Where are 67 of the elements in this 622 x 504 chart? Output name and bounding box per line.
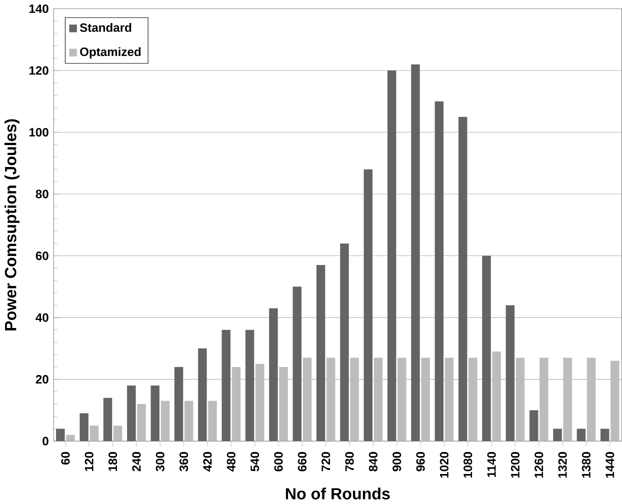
bar: [113, 426, 122, 442]
bar: [387, 70, 396, 442]
bar: [576, 428, 586, 442]
bar: [553, 428, 562, 442]
y-tick-label: 60: [36, 252, 48, 260]
bar: [340, 243, 349, 442]
y-tick-label: 120: [29, 66, 48, 75]
bar: [292, 286, 302, 442]
x-tick-label: 900: [392, 452, 402, 472]
bar: [434, 101, 444, 442]
legend-label: Optamized: [80, 47, 141, 59]
bar: [184, 400, 194, 442]
bar: [208, 400, 217, 442]
bar: [600, 428, 610, 442]
y-tick-label: 40: [36, 313, 48, 322]
x-tick-label: 1320: [558, 452, 567, 478]
x-tick-label: 780: [345, 452, 354, 472]
x-tick-label: 1200: [510, 452, 520, 478]
y-tick-label: 140: [29, 4, 48, 14]
x-axis-title: No of Rounds: [286, 488, 390, 500]
x-tick-label: 1080: [464, 452, 472, 478]
x-tick-label: 180: [108, 452, 118, 471]
bar: [66, 434, 75, 442]
x-tick-label: 240: [132, 452, 141, 472]
bar: [103, 398, 112, 442]
x-tick-label: 1020: [440, 452, 448, 478]
y-tick-label: 0: [42, 436, 48, 446]
bar: [174, 366, 184, 442]
y-tick-label: 100: [29, 128, 48, 137]
x-tick-label: 840: [368, 452, 378, 472]
x-tick-label: 540: [250, 452, 260, 472]
bar: [137, 404, 146, 442]
legend-label: Standard: [80, 23, 132, 32]
bar: [222, 330, 230, 442]
x-tick-label: 1140: [487, 452, 496, 478]
y-tick-label: 20: [36, 375, 48, 384]
bar: [506, 305, 515, 442]
x-tick-label: 60: [61, 452, 70, 465]
x-tick-label: 600: [274, 452, 283, 472]
bar: [90, 426, 99, 442]
y-tick-label: 80: [36, 190, 48, 198]
bar: [529, 410, 538, 442]
bar: [160, 400, 170, 442]
x-tick-label: 1260: [534, 452, 544, 478]
bar: [198, 348, 207, 442]
bar: [127, 386, 136, 442]
bar: [150, 386, 160, 442]
x-tick-label: 360: [180, 452, 188, 472]
bar: [56, 428, 65, 442]
x-tick-label: 420: [203, 452, 212, 472]
bar: [411, 64, 420, 442]
bar: [316, 265, 326, 442]
x-tick-label: 120: [84, 452, 94, 471]
x-tick-label: 720: [322, 452, 330, 472]
y-axis-title: Power Comsuption (Joules): [4, 119, 20, 330]
x-tick-label: 300: [156, 452, 164, 472]
x-tick-label: 1380: [582, 452, 590, 478]
bar: [458, 116, 468, 442]
bar: [364, 169, 372, 442]
x-tick-label: 480: [226, 452, 236, 472]
bar: [245, 330, 254, 442]
bar: [269, 308, 278, 442]
x-tick-label: 1440: [606, 452, 614, 478]
x-tick-label: 660: [298, 452, 306, 472]
bar: [482, 256, 491, 442]
bar: [80, 413, 88, 442]
x-tick-label: 960: [416, 452, 425, 472]
